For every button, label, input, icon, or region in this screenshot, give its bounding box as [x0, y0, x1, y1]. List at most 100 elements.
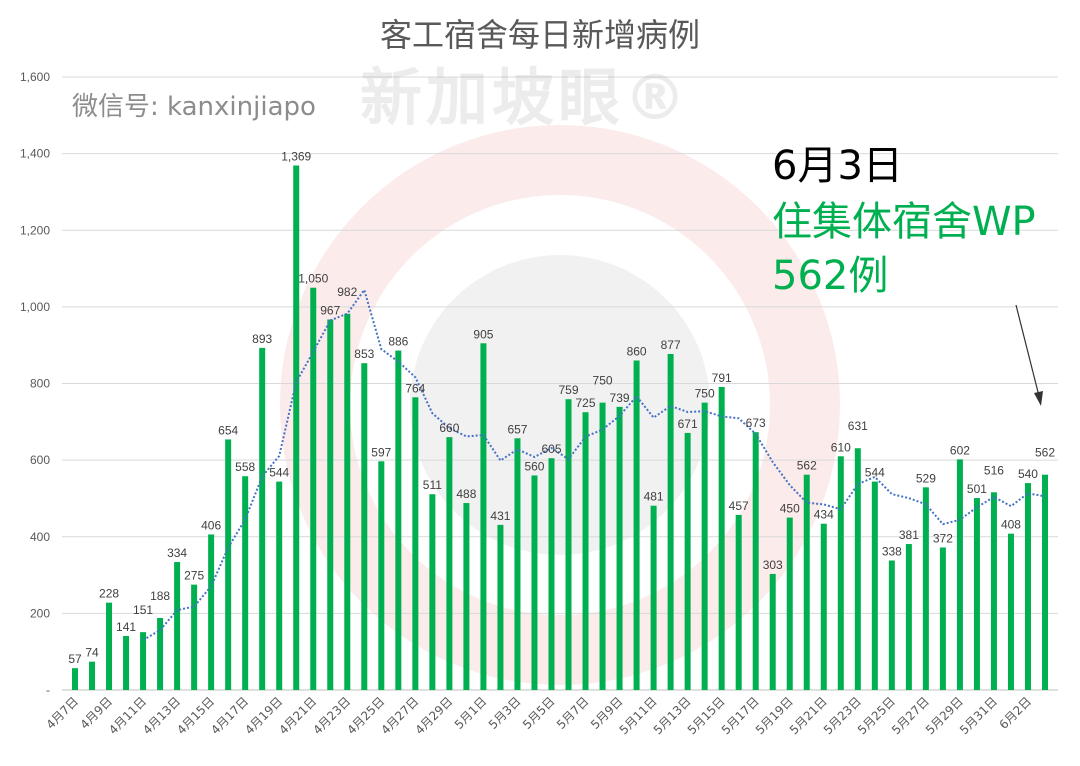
x-tick-label: 4月7日	[43, 694, 81, 732]
data-label: 725	[576, 396, 596, 410]
bar	[446, 437, 453, 690]
data-label: 597	[371, 445, 391, 459]
bar	[888, 560, 895, 690]
data-label: 544	[269, 466, 289, 480]
bar	[480, 343, 487, 690]
y-tick-label: 1,400	[20, 147, 50, 161]
bar	[191, 584, 198, 690]
bar	[344, 313, 351, 690]
data-label: 860	[627, 345, 647, 359]
bar	[225, 439, 232, 690]
data-label: 188	[150, 589, 170, 603]
bar	[718, 386, 725, 690]
data-label: 450	[780, 502, 800, 516]
data-label: 631	[848, 419, 868, 433]
data-label: 893	[252, 332, 272, 346]
bar	[803, 474, 810, 690]
bar	[259, 347, 266, 690]
data-label: 457	[729, 499, 749, 513]
data-label: 660	[439, 421, 459, 435]
data-label: 141	[116, 620, 136, 634]
bar	[769, 573, 776, 690]
data-label: 791	[712, 371, 732, 385]
bar	[939, 547, 946, 690]
bar	[89, 661, 96, 690]
bar	[72, 668, 78, 690]
data-label: 750	[695, 387, 715, 401]
bar	[735, 514, 742, 690]
data-label: 408	[1001, 518, 1021, 532]
bar	[157, 617, 164, 690]
bar	[429, 494, 436, 690]
data-label: 381	[899, 528, 919, 542]
bar	[531, 475, 538, 690]
data-label: 853	[354, 347, 374, 361]
bar	[395, 350, 402, 690]
y-tick-label: 400	[30, 530, 50, 544]
data-label: 759	[558, 383, 578, 397]
bar	[684, 432, 691, 690]
y-tick-label: 1,000	[20, 300, 50, 314]
chart-title: 客工宿舍每日新增病例	[379, 16, 700, 54]
data-label: 372	[933, 531, 953, 545]
data-label: 516	[984, 463, 1004, 477]
data-label: 1,050	[298, 272, 328, 286]
x-tick-label: 6月2日	[996, 694, 1034, 732]
bar	[106, 602, 113, 690]
bar	[752, 432, 759, 690]
x-tick-label: 5月7日	[554, 694, 592, 732]
arrow-head	[1034, 391, 1043, 406]
y-tick-label: 800	[30, 377, 50, 391]
bar	[922, 487, 929, 690]
x-tick-label: 5月3日	[486, 694, 524, 732]
data-label: 434	[814, 508, 834, 522]
bar	[633, 360, 640, 690]
annotation-arrow	[1015, 304, 1041, 401]
data-label: 560	[524, 459, 544, 473]
data-label: 481	[644, 490, 664, 504]
bar	[378, 461, 385, 690]
data-label: 74	[85, 646, 99, 660]
data-label: 488	[456, 487, 476, 501]
data-label: 886	[388, 335, 408, 349]
data-label: 431	[490, 509, 510, 523]
data-label: 610	[831, 440, 851, 454]
bar	[905, 544, 912, 690]
bar	[174, 562, 181, 690]
data-label: 905	[473, 327, 493, 341]
bar	[327, 319, 334, 690]
y-tick-label: -	[46, 683, 50, 697]
data-label: 654	[218, 423, 238, 437]
bar	[871, 481, 878, 690]
bar	[956, 459, 963, 690]
wechat-watermark: 微信号: kanxinjiapo	[72, 92, 316, 122]
data-label: 338	[882, 545, 902, 559]
y-tick-label: 1,600	[20, 70, 50, 84]
x-tick-label: 5月5日	[520, 694, 558, 732]
bar	[1042, 474, 1048, 690]
x-tick-label: 4月29日	[412, 694, 455, 737]
x-tick-label: 5月1日	[452, 694, 490, 732]
data-label: 602	[950, 443, 970, 457]
bar	[786, 517, 793, 690]
data-label: 540	[1018, 467, 1038, 481]
data-label: 739	[610, 391, 630, 405]
bar	[463, 503, 470, 690]
data-label: 673	[746, 416, 766, 430]
y-tick-label: 200	[30, 606, 50, 620]
x-tick-label: 5月31日	[957, 694, 1000, 737]
data-label: 406	[201, 518, 221, 532]
bar	[497, 524, 504, 690]
annotation-line2: 562例	[772, 253, 889, 299]
bar	[208, 534, 215, 690]
data-label: 558	[235, 460, 255, 474]
annotation-date: 6月3日	[772, 143, 903, 189]
data-label: 562	[1035, 446, 1055, 460]
data-label: 511	[423, 478, 442, 492]
bar	[990, 492, 997, 690]
bar	[650, 505, 657, 690]
bar	[854, 448, 861, 690]
data-label: 982	[337, 285, 357, 299]
bar	[548, 458, 555, 690]
data-label: 303	[763, 558, 783, 572]
